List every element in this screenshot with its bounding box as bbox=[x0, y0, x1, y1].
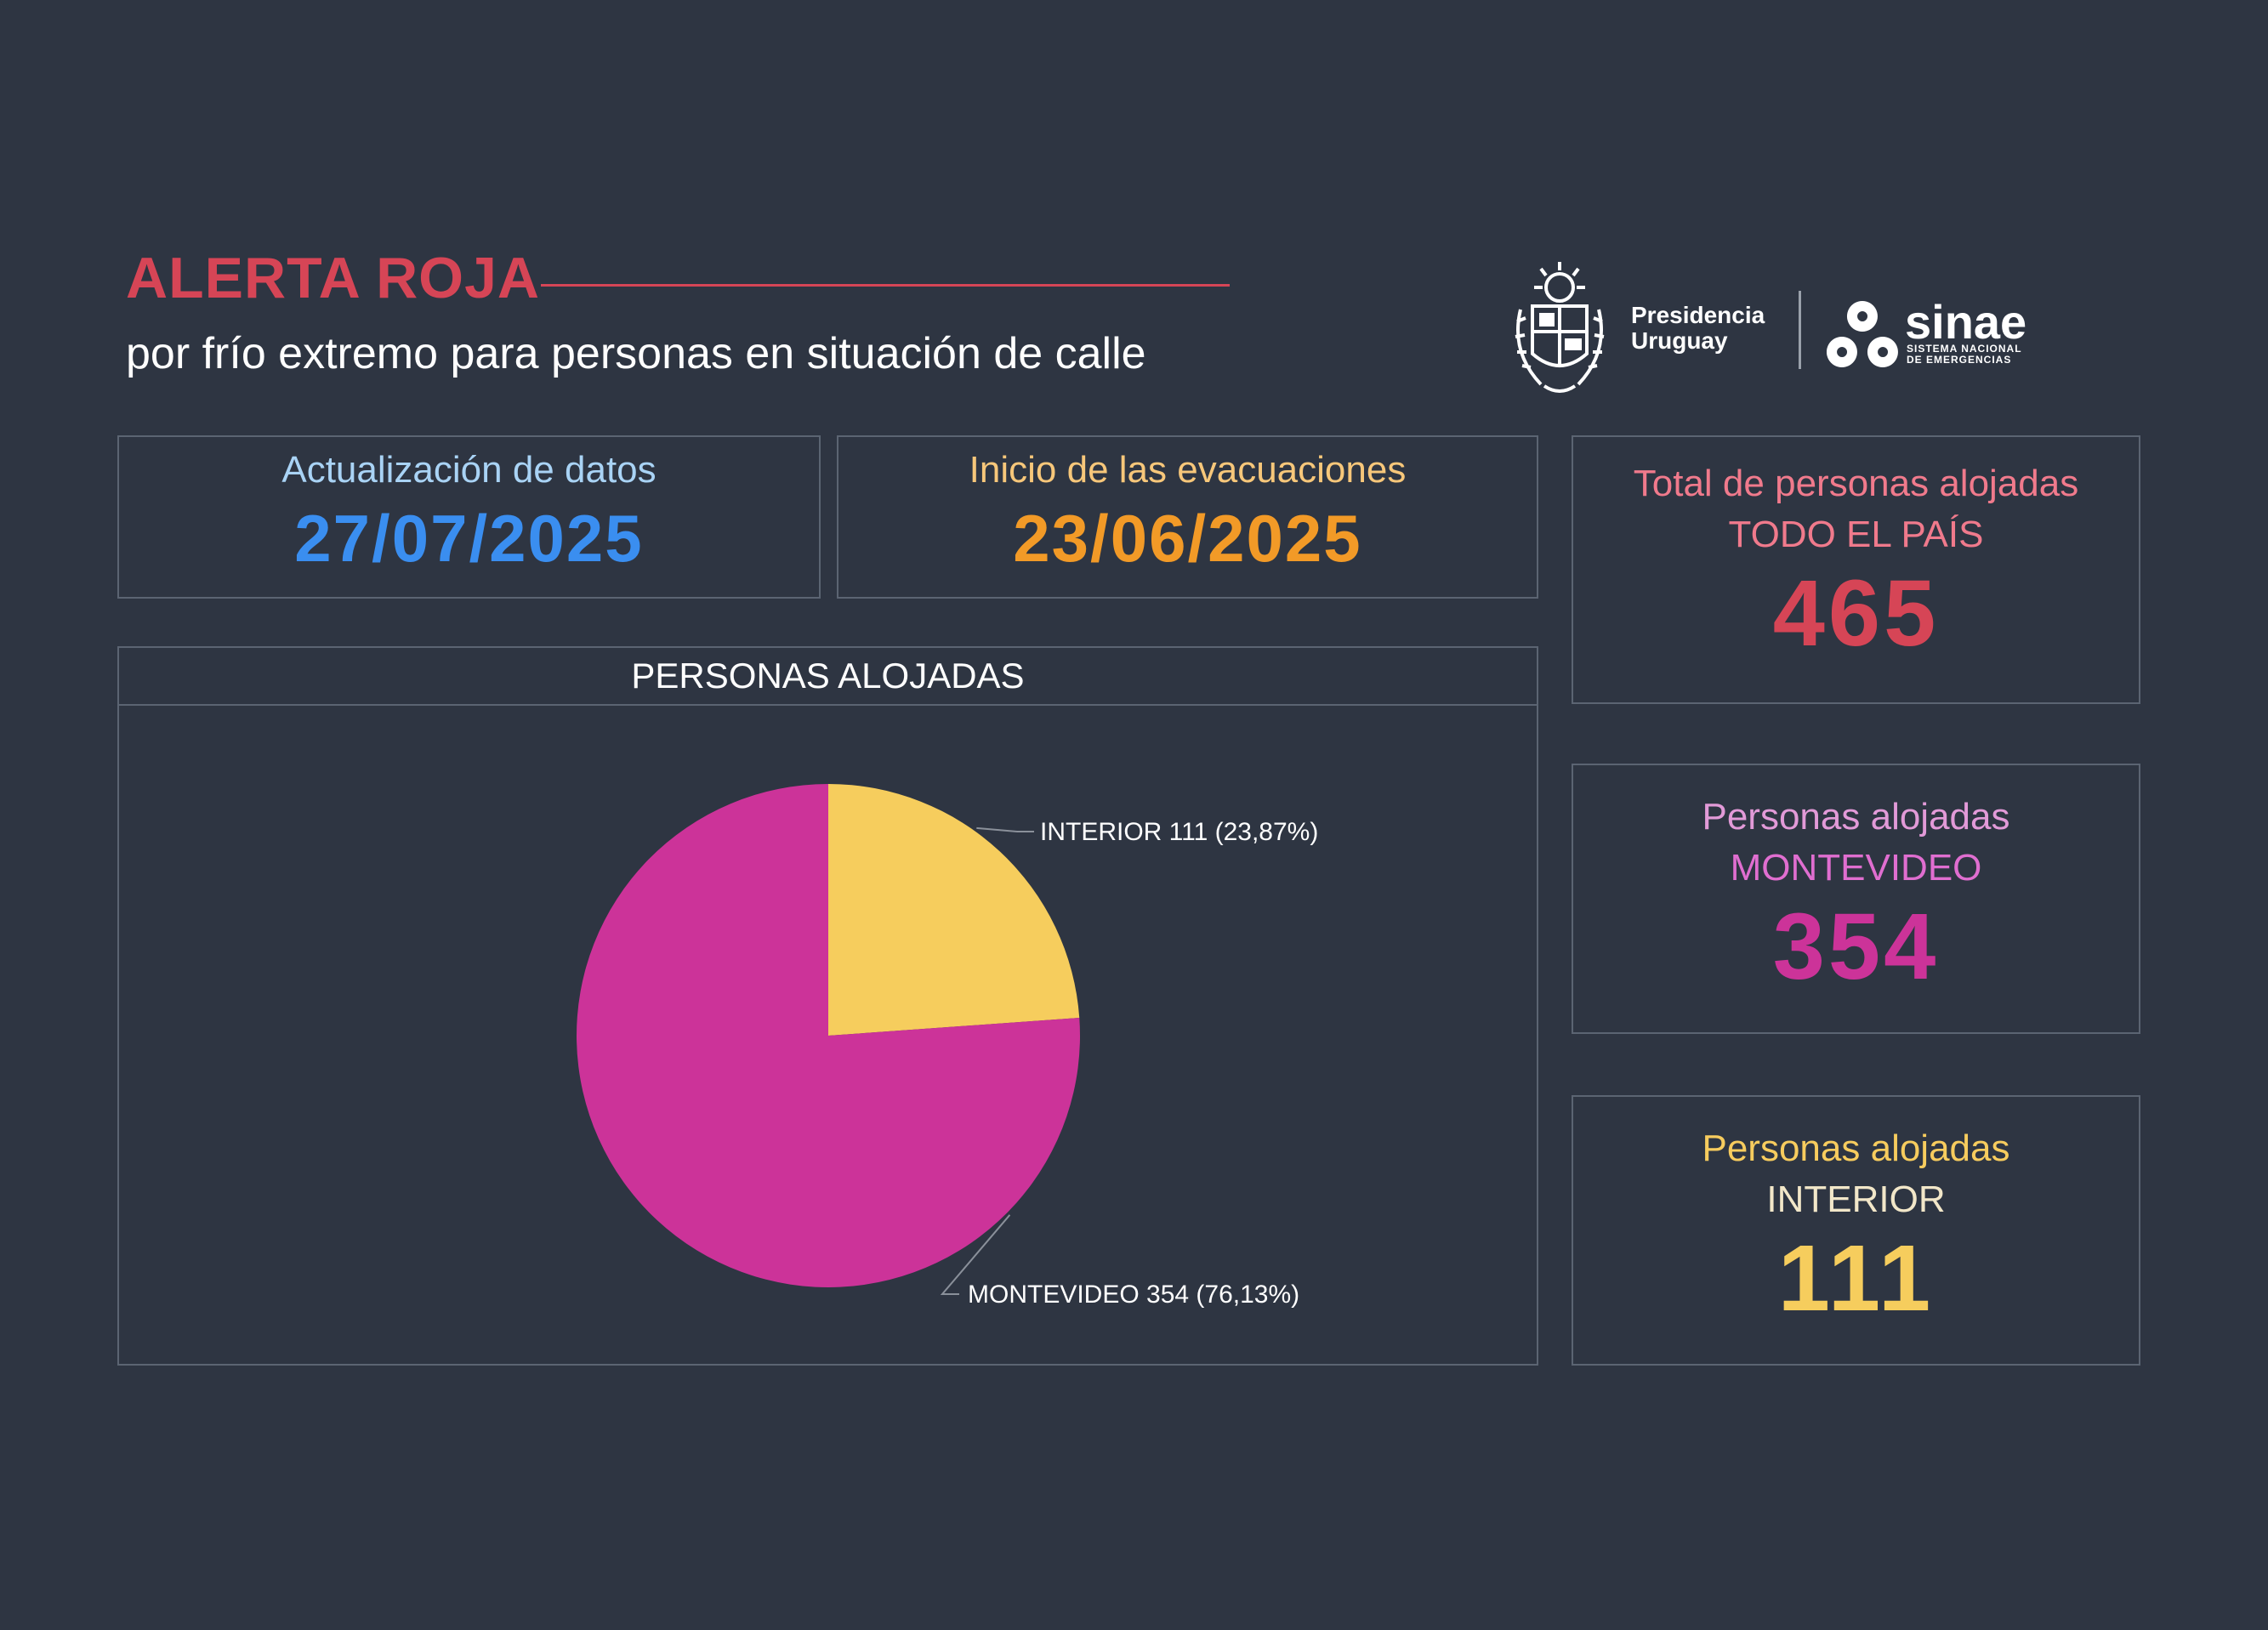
pie-label-interior: INTERIOR 111 (23,87%) bbox=[1040, 818, 1318, 846]
logo-divider bbox=[1799, 291, 1801, 369]
update-date-label: Actualización de datos bbox=[281, 449, 657, 491]
pie-chart: INTERIOR 111 (23,87%) MONTEVIDEO 354 (76… bbox=[577, 784, 1318, 1309]
total-country-sub: TODO EL PAÍS bbox=[1728, 514, 1984, 555]
presidencia-coat-of-arms-icon bbox=[1515, 262, 1605, 393]
montevideo-value: 354 bbox=[1772, 895, 1940, 999]
montevideo-sub: MONTEVIDEO bbox=[1730, 847, 1982, 889]
total-country-value: 465 bbox=[1772, 561, 1940, 666]
total-country-label: Total de personas alojadas bbox=[1633, 463, 2079, 504]
interior-value: 111 bbox=[1777, 1226, 1935, 1331]
pie-slice-interior bbox=[828, 784, 1080, 1036]
interior-sub: INTERIOR bbox=[1766, 1178, 1946, 1220]
presidencia-line2: Uruguay bbox=[1631, 327, 1728, 354]
interior-card: Personas alojadas INTERIOR 111 bbox=[1572, 1095, 2140, 1366]
evacuation-start-value: 23/06/2025 bbox=[1013, 501, 1362, 576]
sinae-sub-line1: SISTEMA NACIONAL bbox=[1907, 343, 2022, 355]
total-country-card: Total de personas alojadas TODO EL PAÍS … bbox=[1572, 435, 2140, 704]
evacuation-start-card: Inicio de las evacuaciones 23/06/2025 bbox=[837, 435, 1538, 599]
chart-title: PERSONAS ALOJADAS bbox=[119, 648, 1537, 706]
sinae-logo-icon bbox=[1827, 301, 1898, 367]
sinae-sub-line2: DE EMERGENCIAS bbox=[1907, 354, 2012, 366]
update-date-value: 27/07/2025 bbox=[294, 501, 644, 576]
sinae-subtitle: SISTEMA NACIONAL DE EMERGENCIAS bbox=[1907, 344, 2022, 366]
sinae-name: sinae bbox=[1905, 295, 2027, 349]
evacuation-start-label: Inicio de las evacuaciones bbox=[969, 449, 1407, 491]
update-date-card: Actualización de datos 27/07/2025 bbox=[117, 435, 821, 599]
presidencia-logo-text: Presidencia Uruguay bbox=[1631, 303, 1765, 354]
title-divider-line bbox=[541, 284, 1230, 287]
interior-label: Personas alojadas bbox=[1702, 1127, 2010, 1169]
page-subtitle: por frío extremo para personas en situac… bbox=[126, 329, 1146, 378]
pie-label-montevideo: MONTEVIDEO 354 (76,13%) bbox=[968, 1281, 1299, 1309]
montevideo-label: Personas alojadas bbox=[1702, 796, 2010, 838]
montevideo-card: Personas alojadas MONTEVIDEO 354 bbox=[1572, 764, 2140, 1034]
chart-panel: PERSONAS ALOJADAS bbox=[117, 646, 1538, 1366]
presidencia-line1: Presidencia bbox=[1631, 302, 1765, 328]
pie-leader-line-interior bbox=[976, 826, 1034, 832]
page-title: ALERTA ROJA bbox=[126, 246, 540, 310]
pie-leader-line-montevideo bbox=[940, 1214, 1011, 1295]
pie-slice-montevideo bbox=[577, 784, 1080, 1287]
